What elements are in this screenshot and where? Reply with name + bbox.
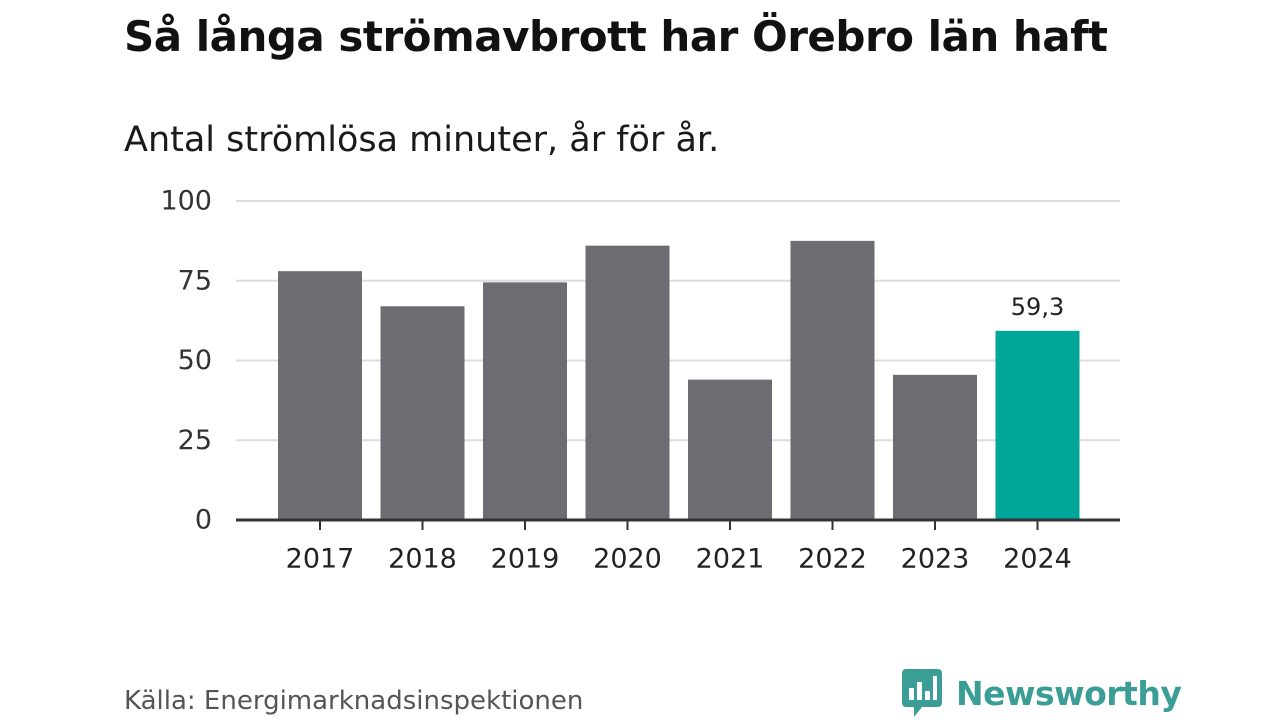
x-tick-label: 2024 [1003, 544, 1072, 575]
source-note: Källa: Energimarknadsinspektionen [124, 686, 584, 716]
y-tick-label: 75 [178, 265, 212, 296]
chart-subtitle: Antal strömlösa minuter, år för år. [124, 120, 720, 160]
y-tick-label: 0 [195, 505, 212, 536]
bar-2018 [380, 306, 465, 520]
bar-2021 [688, 379, 772, 520]
bar-2023 [893, 374, 977, 520]
x-tick-label: 2023 [901, 544, 970, 575]
y-tick-label: 50 [178, 345, 212, 376]
bar-2022 [790, 240, 875, 520]
chart-title: Så långa strömavbrott har Örebro län haf… [124, 12, 1108, 61]
x-tick-label: 2020 [593, 544, 662, 575]
y-tick-label: 25 [178, 425, 212, 456]
data-label: 59,3 [1011, 293, 1064, 321]
x-tick-label: 2022 [798, 544, 867, 575]
bar-2024 [995, 330, 1080, 520]
brand-name: Newsworthy [956, 673, 1182, 713]
brand-logo: Newsworthy [902, 669, 1182, 717]
x-tick-label: 2021 [696, 544, 765, 575]
x-tick-label: 2019 [491, 544, 560, 575]
newsworthy-logo-icon [902, 669, 942, 717]
x-tick-label: 2017 [286, 544, 355, 575]
bar-2019 [483, 282, 567, 520]
x-tick-label: 2018 [388, 544, 457, 575]
bar-2017 [278, 271, 362, 520]
y-tick-label: 100 [160, 186, 212, 217]
bar-2020 [585, 245, 670, 520]
